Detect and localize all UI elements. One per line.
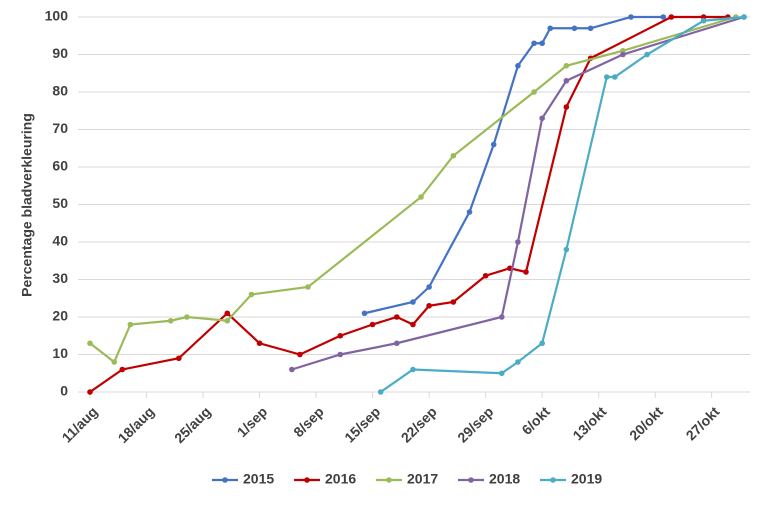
x-tick-label: 29/sep	[454, 403, 496, 445]
y-tick-label: 50	[52, 195, 68, 211]
legend-marker	[222, 477, 228, 483]
y-tick-label: 90	[52, 45, 68, 61]
x-tick-label: 18/aug	[115, 403, 158, 446]
data-point	[256, 340, 263, 347]
data-point	[111, 359, 118, 365]
legend-label: 2018	[489, 471, 520, 487]
data-point	[361, 310, 368, 317]
legend-label: 2017	[407, 471, 438, 487]
data-point	[563, 104, 570, 110]
data-point	[369, 321, 376, 328]
data-point	[700, 17, 707, 24]
data-point	[394, 314, 400, 320]
data-point	[450, 152, 457, 159]
data-point	[741, 14, 747, 20]
data-point	[410, 366, 416, 373]
data-point	[377, 389, 384, 395]
data-point	[498, 370, 505, 377]
data-point	[167, 317, 174, 324]
y-tick-label: 20	[52, 308, 68, 324]
data-point	[563, 77, 570, 84]
data-point	[224, 317, 231, 324]
x-tick-label: 15/sep	[341, 403, 383, 445]
data-point	[498, 314, 505, 320]
data-point	[547, 25, 554, 32]
y-tick-label: 10	[52, 345, 68, 361]
data-point	[426, 284, 432, 290]
data-point	[450, 299, 457, 305]
data-point	[337, 351, 344, 358]
data-point	[394, 340, 400, 347]
data-point	[523, 269, 529, 275]
y-tick-label: 80	[52, 83, 68, 99]
y-tick-label: 0	[60, 383, 68, 399]
data-point	[248, 291, 255, 298]
data-point	[612, 74, 618, 80]
data-point	[466, 209, 473, 215]
data-point	[531, 40, 537, 47]
data-point	[644, 51, 650, 58]
data-point	[620, 51, 626, 58]
data-point	[515, 359, 521, 365]
legend-marker	[468, 477, 474, 483]
y-axis-label: Percentage bladverkleuring	[19, 113, 35, 297]
legend-label: 2015	[243, 471, 274, 487]
data-point	[297, 351, 303, 358]
legend-marker	[386, 477, 392, 483]
data-point	[87, 389, 93, 395]
y-tick-label: 40	[52, 233, 68, 249]
legend-marker	[550, 477, 556, 483]
data-point	[515, 239, 521, 245]
data-point	[531, 89, 537, 95]
series-line	[89, 15, 737, 364]
data-point	[539, 40, 545, 47]
y-tick-label: 30	[52, 270, 68, 286]
data-point	[660, 14, 667, 20]
data-point	[668, 14, 675, 20]
data-point	[426, 302, 432, 309]
series-line	[89, 15, 728, 393]
data-point	[571, 25, 578, 32]
legend-label: 2019	[571, 471, 602, 487]
y-tick-label: 100	[45, 8, 69, 24]
data-point	[603, 74, 610, 80]
data-point	[515, 62, 521, 69]
x-tick-label: 11/aug	[59, 403, 101, 445]
data-point	[119, 366, 126, 373]
x-tick-label: 27/okt	[683, 403, 723, 443]
data-point	[305, 284, 311, 290]
data-point	[289, 366, 295, 373]
data-point	[224, 310, 231, 317]
data-point	[418, 194, 424, 200]
data-point	[539, 115, 545, 122]
x-tick-label: 13/okt	[569, 403, 609, 443]
data-point	[587, 25, 594, 32]
y-tick-label: 70	[52, 120, 68, 136]
data-point	[482, 272, 489, 279]
data-point	[628, 14, 634, 20]
data-point	[410, 299, 416, 305]
y-tick-label: 60	[52, 158, 68, 174]
data-point	[337, 332, 344, 339]
x-tick-label: 20/okt	[626, 403, 666, 443]
x-tick-label: 25/aug	[171, 403, 214, 446]
x-tick-label: 22/sep	[398, 403, 440, 445]
data-point	[490, 141, 497, 148]
data-point	[127, 321, 134, 328]
data-point	[539, 340, 545, 347]
legend-marker	[304, 477, 310, 483]
x-tick-label: 1/sep	[234, 403, 271, 440]
data-point	[176, 355, 182, 362]
data-point	[410, 321, 416, 328]
data-point	[184, 314, 190, 320]
legend-label: 2016	[325, 471, 356, 487]
data-point	[563, 62, 570, 69]
x-tick-label: 8/sep	[290, 403, 327, 440]
x-tick-label: 6/okt	[518, 403, 553, 438]
data-point	[563, 246, 570, 253]
data-point	[87, 340, 93, 347]
